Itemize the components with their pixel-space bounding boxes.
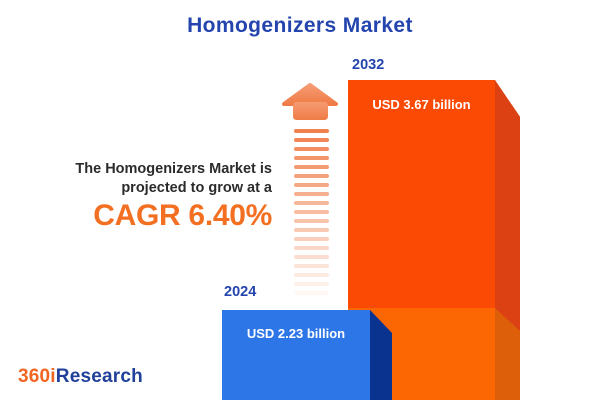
logo-prefix: 360i [18,366,56,387]
cagr-value: CAGR 6.40% [93,199,272,232]
description-block: The Homogenizers Market is projected to … [75,160,272,232]
page-title: Homogenizers Market [187,14,413,37]
logo-suffix: Research [55,366,143,387]
growth-arrow [281,82,339,295]
bar-2024-value-label: USD 2.23 billion [246,326,346,341]
bar-2024 [222,310,370,400]
company-logo: 360iResearch [18,366,143,388]
description-line-1: The Homogenizers Market is [75,161,272,177]
bar-2032-year-label: 2032 [352,57,385,73]
growth-arrow-stripes [294,129,329,295]
bar-2032-value-label: USD 3.67 billion [372,97,471,112]
description-line-2: projected to grow at a [121,179,272,196]
arrow-up-icon [282,83,338,120]
bar-2024-side [370,310,392,400]
bar-2024-year-label: 2024 [224,284,257,300]
